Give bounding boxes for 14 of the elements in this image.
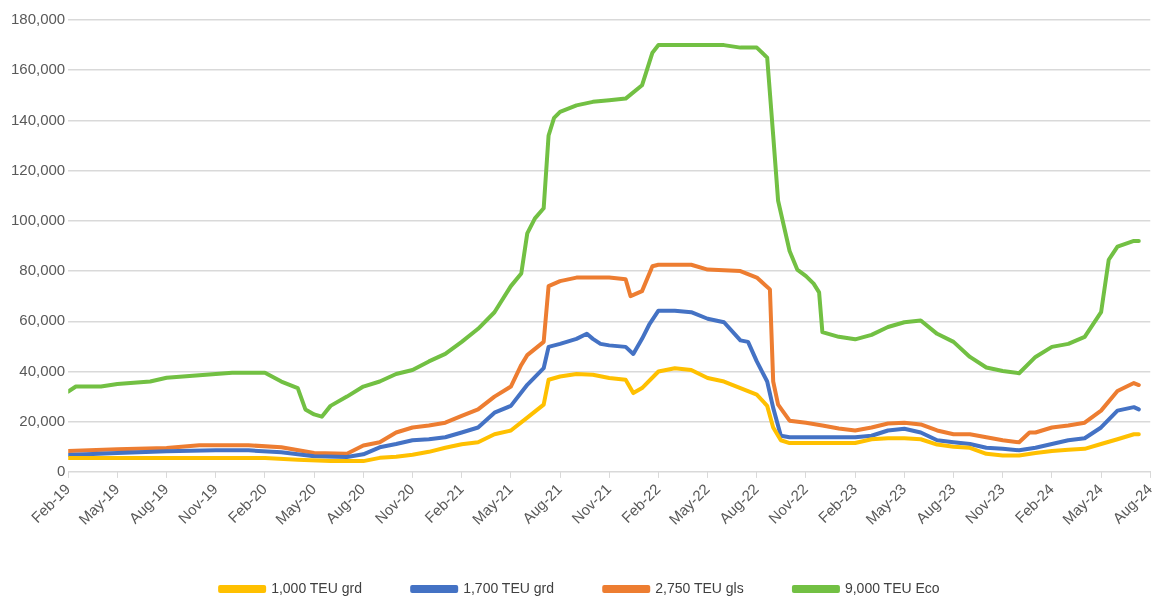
y-tick-label: 40,000: [19, 361, 66, 379]
y-tick-label: 100,000: [10, 210, 66, 228]
legend-label: 1,000 TEU grd: [271, 579, 362, 596]
legend-label: 2,750 TEU gls: [655, 579, 744, 596]
y-tick-label: 20,000: [19, 411, 66, 429]
y-tick-label: 180,000: [10, 10, 66, 28]
y-tick-label: 160,000: [10, 60, 66, 78]
legend-label: 1,700 TEU grd: [463, 579, 554, 596]
y-tick-label: 80,000: [19, 261, 66, 279]
y-tick-label: 120,000: [10, 160, 66, 178]
y-tick-label: 60,000: [19, 311, 66, 329]
legend-label: 9,000 TEU Eco: [844, 579, 940, 596]
y-tick-label: 140,000: [10, 110, 66, 128]
y-tick-label: 0: [56, 462, 66, 480]
